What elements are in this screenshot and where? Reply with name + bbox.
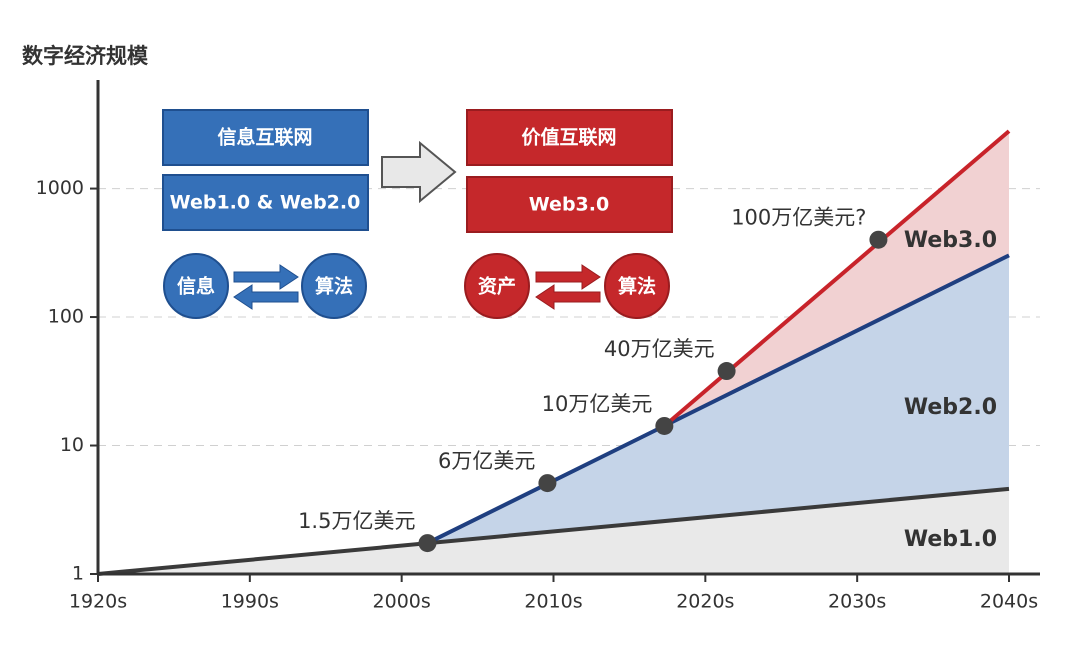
annotation-dot (869, 230, 888, 249)
x-tick-label: 1920s (69, 591, 127, 613)
line (97, 486, 1010, 576)
box (162, 174, 369, 231)
annotation-dot (717, 362, 736, 381)
box-subtitle: Web1.0 & Web2.0 (170, 192, 361, 214)
annotation: 1.5万亿美元 (298, 509, 415, 533)
plot-area: 1 10 100 1000 1920s 1990s 2000s 2010s 2020s 2030s… (36, 80, 1040, 613)
annotation: 40万亿美元 (604, 337, 715, 361)
box (466, 176, 673, 233)
x-tick-label: 2010s (524, 591, 582, 613)
series-label: Web3.0 (904, 228, 997, 253)
y-tick-label: 1 (72, 563, 84, 585)
y-tick-label: 1000 (36, 177, 84, 199)
box-title: 价值互联网 (521, 126, 616, 149)
arrow (535, 264, 601, 290)
node (464, 253, 530, 319)
node (163, 253, 229, 319)
arrow (233, 264, 299, 290)
annotation-dot (655, 416, 674, 435)
area (427, 255, 1009, 575)
diagram: 信息互联网 Web1.0 & Web2.0 信息 算法 价值互联网 Web3.0… (162, 109, 673, 319)
arrow (233, 284, 299, 310)
arrow (535, 284, 601, 310)
line (426, 253, 1010, 545)
arrow (381, 140, 457, 204)
annotation: 10万亿美元 (542, 392, 653, 416)
annotation-dot (418, 534, 437, 553)
y-tick-label: 10 (60, 434, 84, 456)
box (466, 109, 673, 166)
box-subtitle: Web3.0 (529, 194, 609, 216)
y-axis-title: 数字经济规模 (22, 44, 149, 68)
node-label: 算法 (618, 275, 656, 298)
node-label: 资产 (478, 275, 516, 298)
annotation: 100万亿美元? (731, 206, 866, 230)
series-label: Web2.0 (904, 395, 997, 420)
x-tick-label: 2000s (373, 591, 431, 613)
series-label: Web1.0 (904, 527, 997, 552)
box (162, 109, 369, 166)
box-title: 信息互联网 (217, 126, 312, 149)
node-label: 信息 (177, 275, 215, 298)
annotation-dot (538, 474, 557, 493)
annotation: 6万亿美元 (438, 449, 535, 473)
x-tick-label: 2030s (828, 591, 886, 613)
node (604, 253, 670, 319)
x-tick-label: 1990s (221, 591, 279, 613)
y-tick-label: 100 (48, 306, 84, 328)
node (301, 253, 367, 319)
x-tick-label: 2040s (980, 591, 1038, 613)
x-tick-label: 2020s (676, 591, 734, 613)
node-label: 算法 (315, 275, 353, 298)
